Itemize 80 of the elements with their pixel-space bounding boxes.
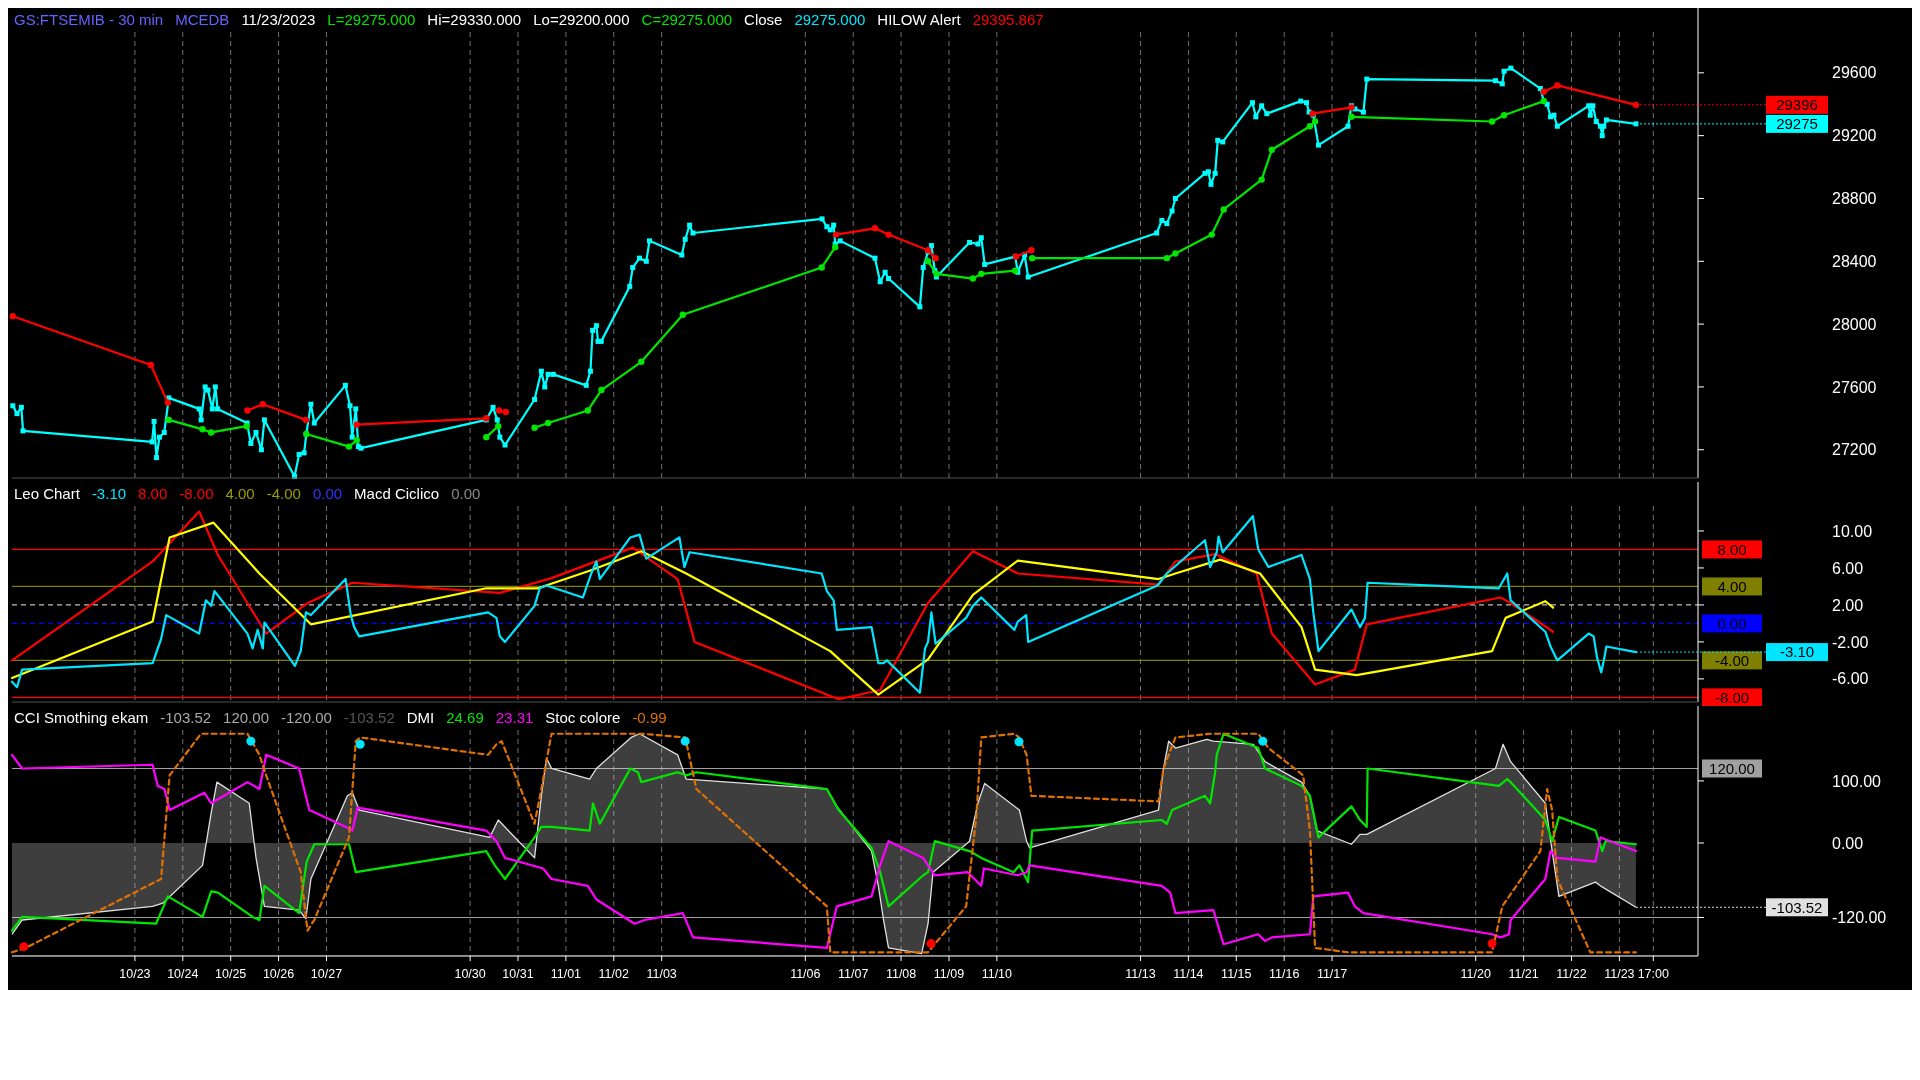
x-tick-label: 10/24 [167, 967, 199, 981]
text: Macd Ciclico [354, 485, 440, 502]
text: 29275.000 [794, 11, 866, 28]
y-tick-label: 2.00 [1832, 596, 1864, 614]
text: 0.00 [451, 485, 481, 502]
x-tick-label: 11/08 [885, 967, 917, 981]
x-tick-label: 11/14 [1173, 967, 1204, 981]
text: -3.10 [91, 485, 127, 502]
x-tick-label: 11/22 [1556, 967, 1587, 981]
x-tick-label: 11/23 [1604, 967, 1635, 981]
text: 11/23/2023 [241, 11, 316, 28]
x-tick-label: 11/03 [646, 967, 677, 981]
x-tick-label: 10/27 [310, 967, 343, 981]
annotation: 29396 [1776, 96, 1818, 114]
text: 8.00 [138, 485, 168, 502]
text: -120.00 [280, 709, 332, 726]
text: CCI Smothing ekam [14, 709, 149, 726]
ref-line-label: -8.00 [1714, 688, 1750, 706]
text: -103.52 [343, 709, 395, 726]
text: Stoc colore [545, 709, 621, 726]
x-tick-label: 11/17 [1316, 967, 1348, 981]
y-tick-label: 28000 [1832, 315, 1877, 333]
x-tick-label: 11/09 [933, 967, 965, 981]
y-tick-label: -6.00 [1832, 670, 1869, 688]
ref-line-label: -4.00 [1714, 651, 1750, 669]
x-tick-label: 11/15 [1221, 967, 1252, 981]
text: 24.69 [446, 709, 484, 726]
text: -4.00 [266, 485, 301, 502]
x-tick-label: 11/02 [598, 967, 629, 981]
y-tick-label: 100.00 [1832, 772, 1882, 790]
y-tick-label: 27600 [1832, 378, 1877, 396]
y-tick-label: -2.00 [1832, 633, 1869, 651]
y-tick-label: 10.00 [1832, 522, 1873, 540]
text: -0.99 [632, 709, 667, 726]
x-tick-label: 10/31 [502, 967, 534, 981]
text: GS:FTSEMIB - 30 min [14, 11, 164, 28]
text: C=29275.000 [641, 11, 733, 28]
text: 23.31 [495, 709, 534, 726]
x-tick-label: 11/07 [838, 967, 869, 981]
y-tick-label: 27200 [1832, 441, 1877, 459]
text: 120.00 [223, 709, 269, 726]
text: Leo Chart [14, 485, 81, 502]
text: Lo=29200.000 [533, 11, 630, 28]
text: -8.00 [179, 485, 214, 502]
y-tick-label: 28800 [1832, 190, 1877, 208]
ref-line-label: 0.00 [1717, 614, 1747, 632]
x-tick-label: 11/10 [981, 967, 1013, 981]
text: 29395.867 [972, 11, 1044, 28]
x-tick-label: 17:00 [1637, 967, 1669, 981]
ref-line-label: 8.00 [1717, 540, 1747, 558]
text: Hi=29330.000 [427, 11, 522, 28]
x-tick-label: 11/13 [1125, 967, 1156, 981]
annotation: -103.52 [1771, 898, 1823, 916]
x-tick-label: 10/23 [119, 967, 151, 981]
y-tick-label: -120.00 [1832, 909, 1887, 927]
x-tick-label: 11/01 [550, 967, 582, 981]
text: HILOW Alert [877, 11, 962, 28]
text: 4.00 [225, 485, 255, 502]
x-tick-label: 11/16 [1269, 967, 1300, 981]
y-tick-label: 29200 [1832, 127, 1877, 145]
text: 0.00 [312, 485, 343, 502]
text: DMI [406, 709, 435, 726]
ref-line-label: 4.00 [1717, 577, 1747, 595]
x-tick-label: 10/25 [215, 967, 247, 981]
y-tick-label: 6.00 [1832, 559, 1864, 577]
ref-line-label: 120.00 [1709, 759, 1755, 777]
y-tick-label: 29600 [1832, 64, 1877, 82]
text: L=29275.000 [327, 11, 416, 28]
x-tick-label: 11/20 [1460, 967, 1491, 981]
text: Close [744, 11, 783, 28]
text: MCEDB [175, 11, 230, 28]
annotation: 29275 [1776, 115, 1818, 133]
x-tick-label: 10/30 [454, 967, 486, 981]
x-tick-label: 10/26 [262, 967, 295, 981]
text: -103.52 [160, 709, 212, 726]
x-tick-label: 11/21 [1508, 967, 1539, 981]
y-tick-label: 0.00 [1832, 834, 1864, 852]
annotation: -3.10 [1779, 643, 1815, 661]
y-tick-label: 28400 [1832, 252, 1877, 270]
x-tick-label: 11/06 [790, 967, 821, 981]
